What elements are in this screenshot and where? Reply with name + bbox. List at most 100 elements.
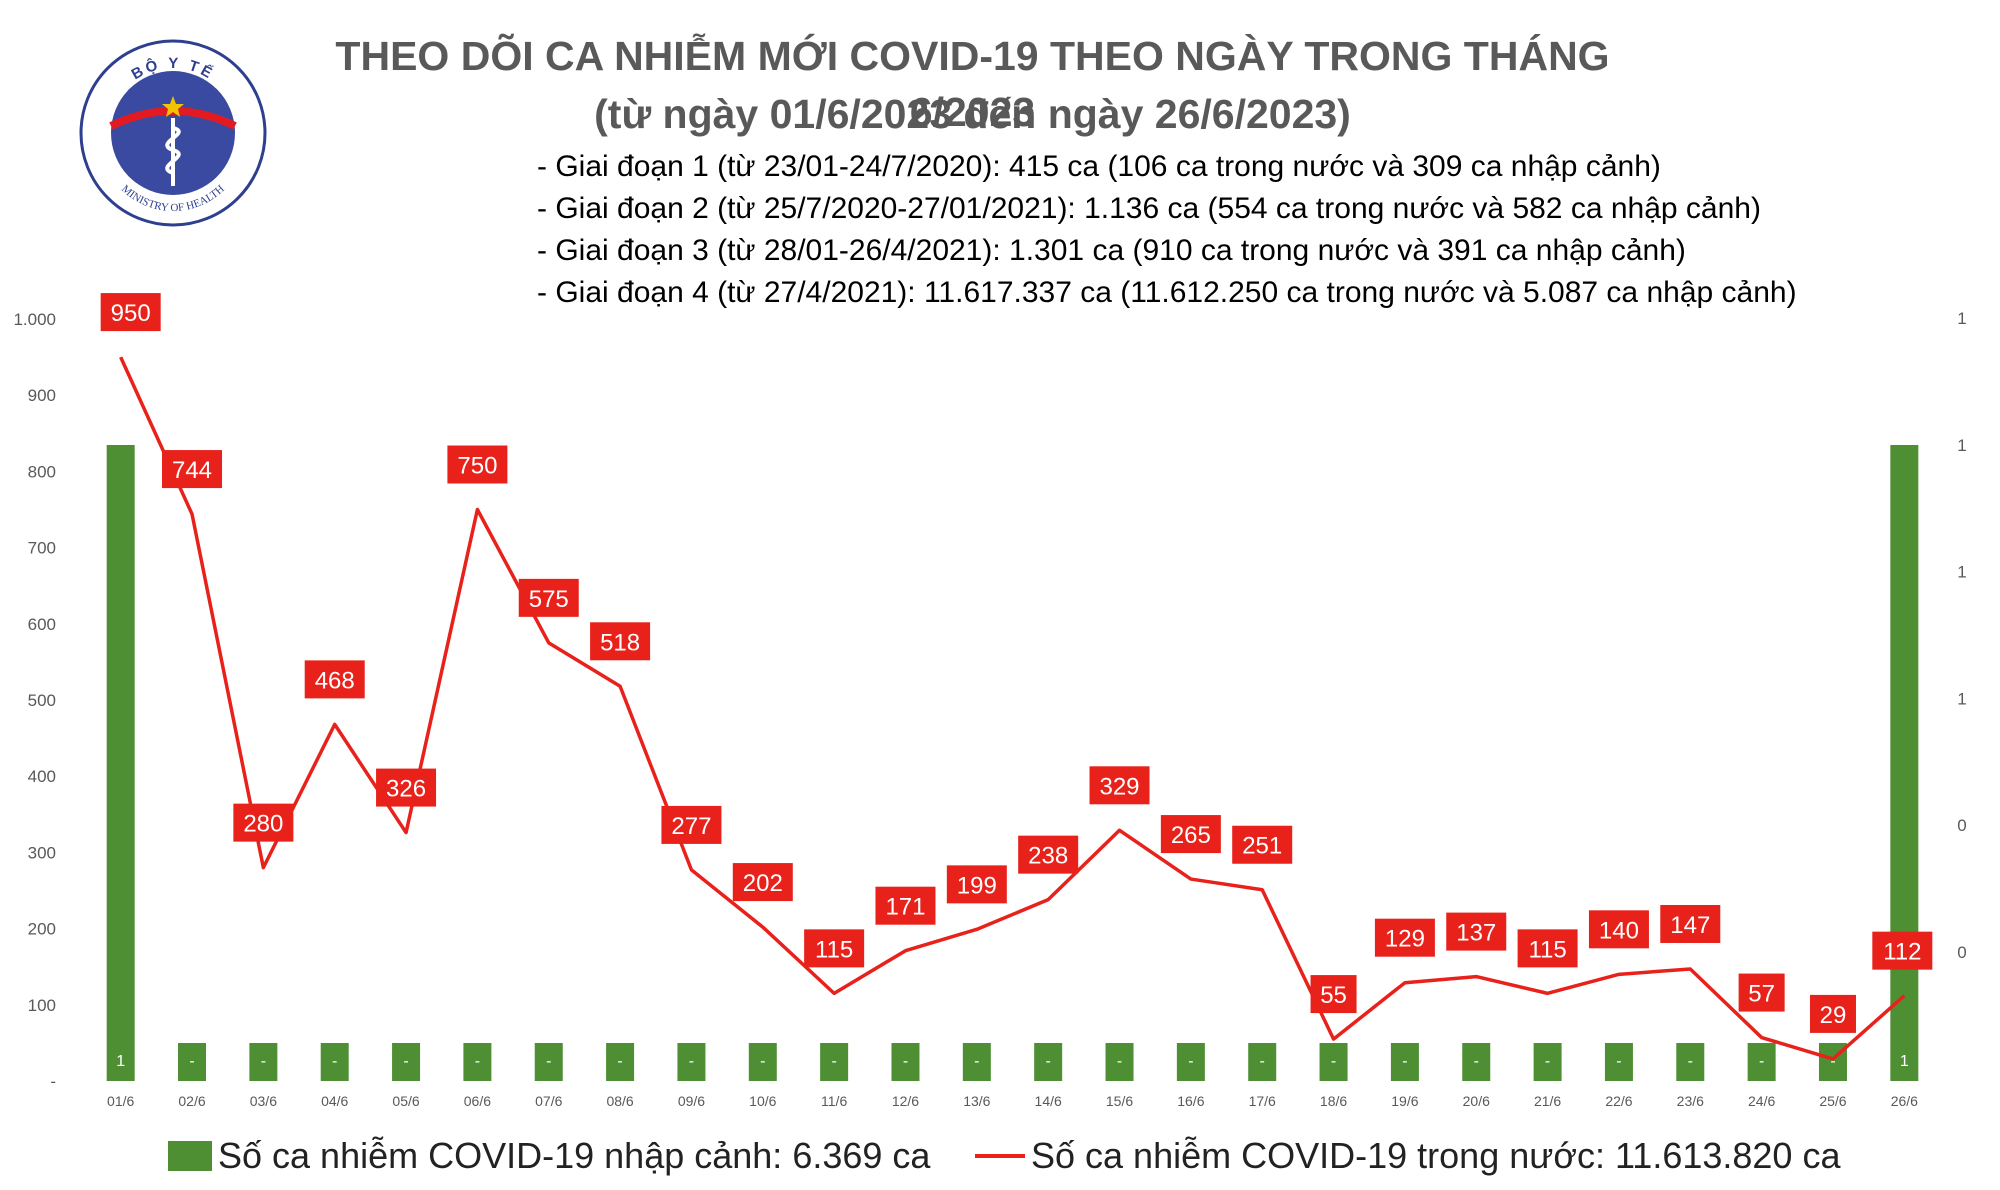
left-tick-label: 200 (28, 920, 56, 939)
point-label: 518 (590, 622, 651, 661)
x-tick-label: 19/6 (1391, 1093, 1418, 1109)
left-tick-label: 500 (28, 691, 56, 710)
x-tick-label: 18/6 (1320, 1093, 1347, 1109)
x-tick-label: 04/6 (321, 1093, 348, 1109)
point-label-box (1232, 825, 1293, 864)
bar (1890, 445, 1919, 1081)
bar (1248, 1043, 1277, 1081)
bar (606, 1043, 635, 1081)
point-label-text: 115 (815, 936, 853, 963)
bar (178, 1043, 207, 1081)
point-label: 137 (1446, 912, 1507, 951)
bar (1390, 1043, 1419, 1081)
legend-item-domestic: Số ca nhiễm COVID-19 trong nước: 11.613.… (975, 1128, 1840, 1184)
point-label-box (1872, 931, 1933, 970)
point-label-box (100, 293, 161, 332)
point-label-box (518, 578, 579, 617)
x-tick-label: 16/6 (1177, 1093, 1204, 1109)
bar-label: - (403, 1053, 408, 1070)
bar-label: - (760, 1053, 765, 1070)
point-label-box (1738, 973, 1785, 1012)
point-label-text: 277 (671, 813, 711, 840)
bar (534, 1043, 563, 1081)
point-label-text: 326 (386, 776, 426, 803)
left-tick-label: 400 (28, 767, 56, 786)
point-label-text: 265 (1171, 822, 1211, 849)
point-label-box (1660, 904, 1721, 943)
x-tick-label: 12/6 (892, 1093, 919, 1109)
legend: Số ca nhiễm COVID-19 nhập cảnh: 6.369 ca… (0, 1128, 2000, 1184)
bar (820, 1043, 849, 1081)
point-label-text: 329 (1099, 773, 1139, 800)
point-label-box (233, 803, 294, 842)
bar (1747, 1043, 1776, 1081)
point-label-text: 55 (1320, 982, 1347, 1009)
x-tick-label: 24/6 (1748, 1093, 1775, 1109)
x-tick-label: 09/6 (678, 1093, 705, 1109)
point-label-box (1089, 766, 1150, 805)
left-tick-label: 600 (28, 615, 56, 634)
point-label-text: 744 (172, 457, 212, 484)
right-tick-label: 1 (1957, 436, 1966, 455)
point-label-text: 251 (1242, 833, 1282, 860)
point-label: 57 (1738, 973, 1785, 1012)
bar (1319, 1043, 1348, 1081)
point-label: 202 (732, 863, 793, 902)
x-tick-label: 21/6 (1534, 1093, 1561, 1109)
left-tick-label: 1.000 (13, 310, 56, 329)
bar-label: - (1688, 1053, 1693, 1070)
legend-label-imported: Số ca nhiễm COVID-19 nhập cảnh: 6.369 ca (218, 1135, 931, 1176)
bar-label: 1 (116, 1053, 125, 1070)
bar (1105, 1043, 1134, 1081)
left-axis: - 100 200 300 400 500 600 700 800 900 1.000 (13, 310, 56, 1091)
bar-label: - (1616, 1053, 1621, 1070)
point-label: 129 (1374, 918, 1435, 957)
bar (1462, 1043, 1491, 1081)
point-label-text: 199 (957, 872, 997, 899)
point-label-box (376, 768, 437, 807)
point-label-text: 280 (243, 811, 283, 838)
bar-label: - (1545, 1053, 1550, 1070)
bar-label: - (1260, 1053, 1265, 1070)
legend-label-domestic: Số ca nhiễm COVID-19 trong nước: 11.613.… (1031, 1135, 1841, 1176)
bar-label: - (1830, 1053, 1835, 1070)
left-tick-label: 700 (28, 539, 56, 558)
left-tick-label: 900 (28, 386, 56, 405)
bar-label: - (475, 1053, 480, 1070)
point-label-text: 950 (111, 300, 151, 327)
page-title: THEO DÕI CA NHIỄM MỚI COVID-19 THEO NGÀY… (335, 33, 1610, 135)
stage-4-text: - Giai đoạn 4 (từ 27/4/2021): 11.617.337… (537, 276, 1797, 309)
point-label-box (1018, 835, 1079, 874)
point-label-box (1809, 994, 1856, 1033)
point-label-text: 147 (1670, 912, 1710, 939)
bar-label: - (1117, 1053, 1122, 1070)
x-tick-label: 15/6 (1106, 1093, 1133, 1109)
x-tick-label: 08/6 (606, 1093, 633, 1109)
point-label-text: 29 (1820, 1002, 1847, 1029)
point-label: 112 (1872, 931, 1933, 970)
point-label: 171 (875, 886, 936, 925)
bar-label: - (903, 1053, 908, 1070)
bar (463, 1043, 492, 1081)
line-series (119, 356, 1906, 1061)
point-label: 280 (233, 803, 294, 842)
left-tick-label: 300 (28, 843, 56, 862)
point-label-box (875, 886, 936, 925)
point-label-box (304, 660, 365, 699)
bar-label: - (1402, 1053, 1407, 1070)
x-tick-label: 02/6 (178, 1093, 205, 1109)
legend-line-swatch (975, 1154, 1025, 1158)
left-tick-label: 800 (28, 462, 56, 481)
point-label: 147 (1660, 904, 1721, 943)
x-tick-label: 20/6 (1463, 1093, 1490, 1109)
x-tick-label: 10/6 (749, 1093, 776, 1109)
point-label: 140 (1588, 910, 1649, 949)
point-label-box (661, 805, 722, 844)
bar-label: 1 (1900, 1053, 1909, 1070)
bar-label: - (689, 1053, 694, 1070)
bar-series: 1 - - - - - - - - - - - - - - - - - - - - - - - - 1 (106, 445, 1919, 1081)
bar (106, 445, 135, 1081)
x-tick-label: 13/6 (963, 1093, 990, 1109)
point-label-box (1446, 912, 1507, 951)
point-label-text: 202 (743, 870, 783, 897)
